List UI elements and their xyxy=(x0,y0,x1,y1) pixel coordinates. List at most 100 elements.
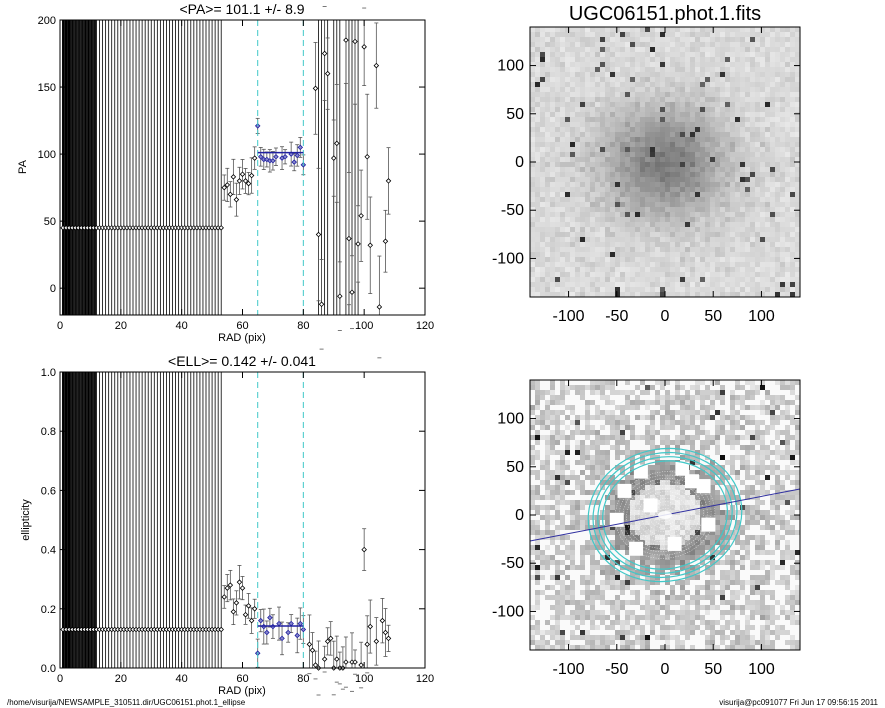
image-pixel xyxy=(630,222,636,228)
image-pixel xyxy=(770,390,776,396)
image-pixel xyxy=(535,475,541,481)
image-pixel xyxy=(735,222,741,228)
image-pixel xyxy=(550,425,556,431)
image-pixel xyxy=(705,197,711,203)
image-pixel xyxy=(700,460,706,466)
image-pixel xyxy=(670,142,676,148)
image-pixel xyxy=(690,470,696,476)
image-pixel xyxy=(775,390,781,396)
image-pixel xyxy=(720,267,726,273)
image-pixel xyxy=(630,57,636,63)
image-pixel xyxy=(565,57,571,63)
image-pixel xyxy=(570,287,576,293)
image-pixel xyxy=(715,455,721,461)
image-pixel xyxy=(705,252,711,258)
image-pixel xyxy=(635,262,641,268)
image-pixel xyxy=(625,227,631,233)
image-pixel xyxy=(690,67,696,73)
image-pixel xyxy=(755,162,761,168)
image-pixel xyxy=(730,425,736,431)
image-pixel xyxy=(630,272,636,278)
image-pixel xyxy=(640,57,646,63)
image-pixel xyxy=(725,292,731,298)
image-pixel xyxy=(790,227,796,233)
image-pixel xyxy=(790,82,796,88)
image-pixel xyxy=(545,167,551,173)
image-pixel xyxy=(760,87,766,93)
image-pixel xyxy=(590,242,596,248)
image-pixel xyxy=(530,450,536,456)
image-pixel xyxy=(660,380,666,386)
image-pixel xyxy=(630,480,636,486)
image-pixel xyxy=(580,107,586,113)
image-pixel xyxy=(725,182,731,188)
image-pixel xyxy=(675,282,681,288)
image-pixel xyxy=(770,480,776,486)
image-pixel xyxy=(645,57,651,63)
image-pixel xyxy=(540,272,546,278)
image-pixel xyxy=(600,197,606,203)
image-pixel xyxy=(795,410,801,416)
image-pixel xyxy=(585,485,591,491)
image-pixel xyxy=(545,257,551,263)
image-pixel xyxy=(795,460,801,466)
image-pixel xyxy=(530,395,536,401)
image-pixel xyxy=(680,420,686,426)
image-pixel xyxy=(560,117,566,123)
image-pixel xyxy=(670,177,676,183)
image-pixel xyxy=(590,172,596,178)
image-pixel xyxy=(550,47,556,53)
image-pixel xyxy=(665,385,671,391)
image-pixel xyxy=(650,157,656,163)
image-pixel xyxy=(590,32,596,38)
image-pixel xyxy=(790,107,796,113)
image-pixel xyxy=(570,112,576,118)
image-pixel xyxy=(575,142,581,148)
image-pixel xyxy=(535,197,541,203)
image-pixel xyxy=(760,77,766,83)
image-pixel xyxy=(585,187,591,193)
image-pixel xyxy=(745,152,751,158)
image-pixel xyxy=(530,262,536,268)
image-pixel xyxy=(705,425,711,431)
image-pixel xyxy=(590,485,596,491)
image-pixel xyxy=(570,425,576,431)
image-pixel xyxy=(610,187,616,193)
image-pixel xyxy=(535,132,541,138)
image-pixel xyxy=(615,32,621,38)
image-pixel xyxy=(725,67,731,73)
image-pixel xyxy=(655,435,661,441)
image-pixel xyxy=(765,172,771,178)
image-pixel xyxy=(750,445,756,451)
image-pixel xyxy=(690,430,696,436)
image-pixel xyxy=(725,380,731,386)
image-pixel xyxy=(655,57,661,63)
image-pixel xyxy=(775,87,781,93)
image-pixel xyxy=(545,132,551,138)
image-pixel xyxy=(545,425,551,431)
image-pixel xyxy=(675,415,681,421)
image-pixel xyxy=(685,147,691,153)
image-pixel xyxy=(655,187,661,193)
image-pixel xyxy=(530,267,536,273)
image-pixel xyxy=(755,460,761,466)
image-pixel xyxy=(640,252,646,258)
image-pixel xyxy=(600,267,606,273)
image-pixel xyxy=(540,475,546,481)
image-pixel xyxy=(750,192,756,198)
image-pixel xyxy=(635,137,641,143)
image-pixel xyxy=(720,52,726,58)
image-pixel xyxy=(725,242,731,248)
image-pixel xyxy=(640,52,646,58)
image-pixel xyxy=(710,380,716,386)
image-pixel xyxy=(540,62,546,68)
image-pixel xyxy=(665,480,671,486)
image-pixel xyxy=(735,87,741,93)
image-pixel xyxy=(575,232,581,238)
image-pixel xyxy=(670,385,676,391)
image-pixel xyxy=(590,107,596,113)
image-pixel xyxy=(560,52,566,58)
image-pixel xyxy=(795,415,801,421)
image-pixel xyxy=(680,222,686,228)
image-pixel xyxy=(645,237,651,243)
